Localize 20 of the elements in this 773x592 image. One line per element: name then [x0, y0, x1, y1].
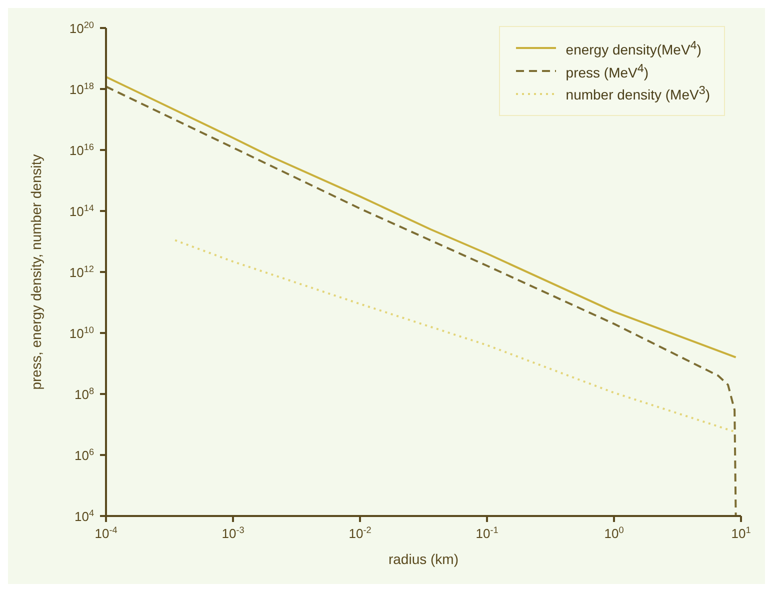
x-tick-label: 10$^{-2}$	[348, 525, 372, 541]
y-axis-title: press, energy density, number density	[28, 154, 44, 390]
x-tick-label: 10$^{1}$	[731, 525, 751, 541]
x-axis-title: radius (km)	[388, 551, 459, 567]
x-tick-label: 10$^{-3}$	[222, 525, 244, 541]
legend-label: press (MeV$^{4}$)	[566, 62, 649, 80]
y-tick-label: 10$^{10}$	[69, 325, 94, 341]
y-tick-label: 10$^{14}$	[69, 203, 94, 219]
y-tick-label: 10$^{6}$	[74, 447, 94, 463]
x-tick-label: 10$^{0}$	[604, 525, 624, 541]
x-tick-label: 10$^{-1}$	[476, 525, 498, 541]
y-tick-label: 10$^{18}$	[69, 81, 94, 97]
y-tick-label: 10$^{12}$	[69, 264, 94, 280]
y-tick-label: 10$^{8}$	[74, 386, 94, 402]
y-tick-label: 10$^{4}$	[74, 508, 94, 524]
legend-label: energy density(MeV$^{4}$)	[566, 39, 702, 58]
y-tick-label: 10$^{16}$	[69, 142, 94, 158]
legend-label: number density (MeV$^{3}$)	[566, 84, 710, 103]
y-tick-label: 10$^{20}$	[69, 20, 94, 36]
x-tick-label: 10$^{-4}$	[94, 525, 118, 541]
